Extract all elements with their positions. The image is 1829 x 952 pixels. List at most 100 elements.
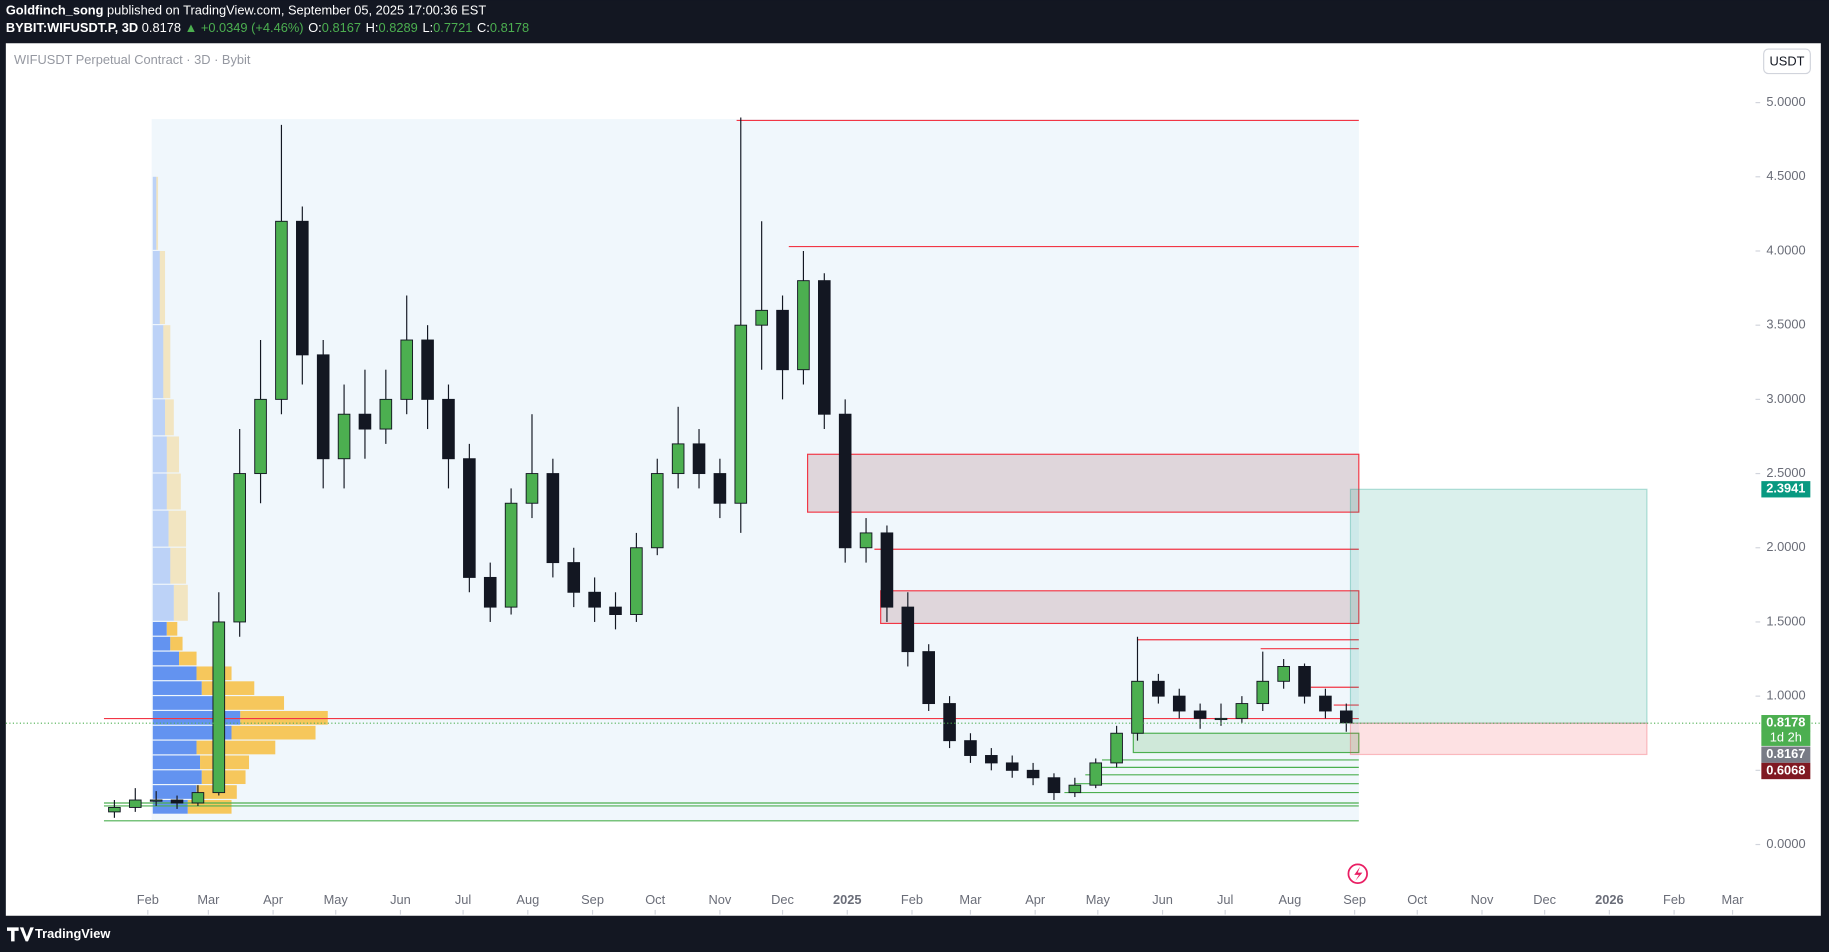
y-tick-label: 1.0000 xyxy=(1766,688,1805,703)
profile-range xyxy=(151,119,1359,821)
candle-body xyxy=(1277,665,1290,682)
candle-body xyxy=(128,799,142,808)
candle-body xyxy=(922,651,935,705)
candle-body xyxy=(880,532,894,608)
currency-button[interactable] xyxy=(1763,48,1811,75)
price-label-box xyxy=(1761,481,1811,498)
x-tick-label: May xyxy=(1086,892,1111,907)
countdown: 1d 2h xyxy=(1770,730,1802,745)
candle-body xyxy=(901,606,915,653)
candle-body xyxy=(1152,680,1165,697)
vp-up xyxy=(152,473,167,510)
vp-up xyxy=(152,436,167,473)
ohlc-label: O: xyxy=(308,21,322,36)
price-label: 0.6068 xyxy=(1766,762,1805,777)
y-tick-label: 3.5000 xyxy=(1766,317,1805,332)
x-tick-label: Feb xyxy=(137,892,159,907)
candle-body xyxy=(734,324,748,504)
candle-body xyxy=(1172,695,1186,712)
candle-body xyxy=(1047,777,1061,794)
x-tick-label: May xyxy=(324,892,349,907)
candle-body xyxy=(1235,703,1249,719)
support-zone xyxy=(1132,732,1360,754)
last: 0.8178 xyxy=(142,21,181,36)
vp-up xyxy=(152,681,202,695)
vp-up xyxy=(152,696,223,710)
position-stop xyxy=(1349,722,1648,756)
candle-body xyxy=(358,413,372,430)
published: published on TradingView.com, September … xyxy=(107,3,486,18)
vp-down xyxy=(240,710,328,725)
countdown-box xyxy=(1761,730,1811,746)
legend: WIFUSDT Perpetual Contract · 3D · Bybit xyxy=(14,52,251,67)
vp-up xyxy=(152,740,197,755)
x-tick-label: Feb xyxy=(1663,892,1685,907)
x-tick-label: Feb xyxy=(901,892,923,907)
candle-body xyxy=(275,220,288,400)
candle-body xyxy=(588,591,601,608)
vp-up xyxy=(152,621,167,636)
candle-body xyxy=(797,280,810,371)
candle-body xyxy=(1339,710,1353,724)
price-label: 0.8167 xyxy=(1766,746,1805,761)
candle-body xyxy=(964,740,977,756)
ohlc-value: 0.7721 xyxy=(433,21,472,36)
y-tick-label: 2.5000 xyxy=(1766,465,1805,480)
y-tick-label: 0.0000 xyxy=(1766,836,1805,851)
candle-body xyxy=(1131,680,1144,734)
x-tick-label: Jun xyxy=(390,892,411,907)
resistance-zone xyxy=(807,453,1360,513)
candle-body xyxy=(1026,769,1040,779)
vp-up xyxy=(152,547,171,584)
candle-body xyxy=(463,458,476,578)
change: ▲ +0.0349 (+4.46%) xyxy=(185,21,304,36)
x-tick-label: Apr xyxy=(263,892,284,907)
candle-body xyxy=(713,473,727,504)
x-tick-label: Aug xyxy=(1278,892,1301,907)
price-label: 0.8178 xyxy=(1766,715,1805,730)
x-tick-label: Dec xyxy=(1533,892,1556,907)
x-tick-label: Nov xyxy=(1471,892,1494,907)
vp-down xyxy=(166,473,181,510)
ohlc-label: H: xyxy=(366,21,379,36)
x-tick-label: Jun xyxy=(1152,892,1173,907)
candle-body xyxy=(1298,665,1311,697)
x-tick-label: Mar xyxy=(1721,892,1744,907)
symbol: BYBIT:WIFUSDT.P, 3D xyxy=(6,21,138,36)
header-line-1: Goldfinch_song published on TradingView.… xyxy=(6,3,487,18)
vp-down xyxy=(179,651,197,666)
price-label: 2.3941 xyxy=(1766,481,1805,496)
vp-up xyxy=(152,666,197,681)
ohlc-label: C: xyxy=(477,21,490,36)
ohlc-value: 0.8289 xyxy=(379,21,418,36)
vp-down xyxy=(168,510,187,547)
vp-down xyxy=(163,325,171,399)
candle-body xyxy=(254,398,267,475)
candle-body xyxy=(776,309,789,371)
candle-body xyxy=(170,799,184,804)
x-tick-label: 2026 xyxy=(1595,892,1624,907)
vp-down xyxy=(159,250,166,325)
candle-body xyxy=(985,755,998,764)
candle-body xyxy=(1214,717,1228,721)
vp-up xyxy=(152,584,174,621)
candle-body xyxy=(149,799,163,802)
candle-body xyxy=(1068,784,1082,794)
candle-body xyxy=(859,532,873,549)
candle-body xyxy=(1193,710,1207,719)
x-tick-label: Mar xyxy=(959,892,982,907)
candle-body xyxy=(943,703,956,742)
currency[interactable]: USDT xyxy=(1770,53,1805,68)
vp-down xyxy=(170,636,183,651)
price-label-box xyxy=(1761,762,1811,780)
candle-body xyxy=(316,354,330,460)
candle-body xyxy=(546,473,560,564)
vp-down xyxy=(231,725,316,740)
lightning-icon[interactable] xyxy=(1347,863,1368,884)
candle-body xyxy=(630,547,643,615)
vp-down xyxy=(166,621,178,636)
vp-down xyxy=(170,547,187,584)
header-line-2: BYBIT:WIFUSDT.P, 3D 0.8178 ▲ +0.0349 (+4… xyxy=(6,21,529,36)
x-tick-label: Mar xyxy=(197,892,220,907)
